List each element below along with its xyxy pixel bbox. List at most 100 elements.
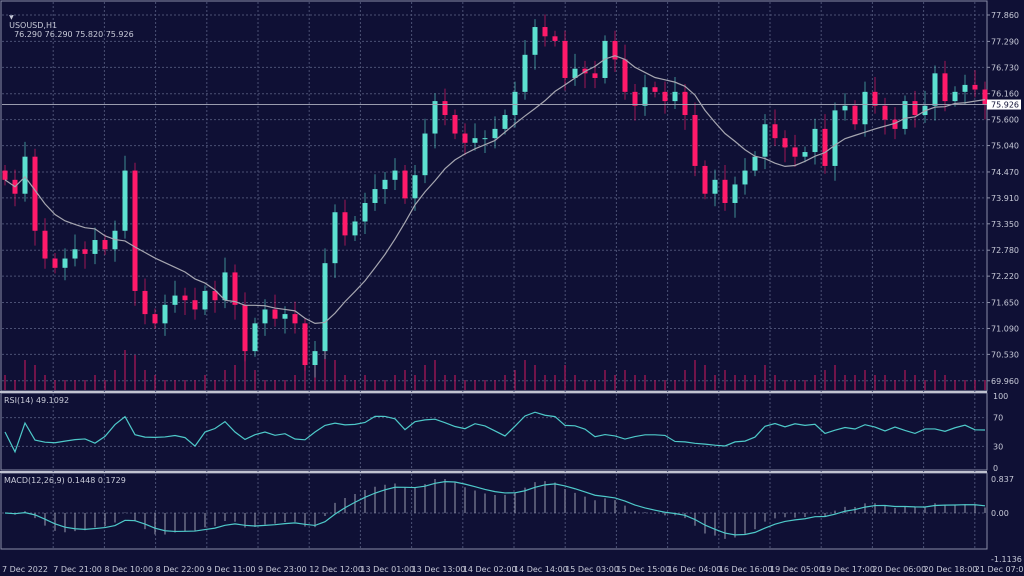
rsi-panel-frame: [0, 392, 988, 471]
candle-bear: [722, 179, 728, 203]
candle-bull: [252, 323, 258, 352]
price-tick-label: 77.290: [991, 37, 1019, 46]
current-price-label: 75.926: [991, 101, 1019, 110]
time-tick-label: 8 Dec 10:00: [104, 565, 153, 574]
candle-bear: [152, 314, 158, 324]
macd-level-label: 0.837: [991, 475, 1014, 484]
candle-bear: [972, 84, 978, 90]
candle-bull: [162, 304, 168, 324]
price-tick-label: 76.160: [991, 90, 1019, 99]
candle-bear: [652, 87, 658, 92]
price-tick-label: 73.350: [991, 220, 1019, 229]
candle-bear: [852, 105, 858, 125]
candle-bull: [412, 175, 418, 199]
price-tick-label: 70.530: [991, 350, 1019, 359]
candle-bull: [262, 309, 268, 324]
candle-bear: [822, 128, 828, 166]
rsi-level-label: 70: [993, 414, 1003, 423]
candle-bear: [32, 156, 38, 231]
candle-bull: [472, 138, 478, 143]
candle-bear: [272, 309, 278, 319]
candle-bear: [292, 314, 298, 324]
candle-bull: [322, 263, 328, 352]
candle-bear: [462, 133, 468, 143]
time-tick-label: 15 Dec 03:00: [565, 565, 619, 574]
time-tick-label: 16 Dec 16:00: [719, 565, 773, 574]
candle-bear: [792, 147, 798, 157]
candle-bear: [982, 89, 988, 105]
candle-bull: [312, 351, 318, 366]
macd-label: MACD(12,26,9) 0.1448 0.1729: [4, 476, 126, 485]
candle-bull: [842, 105, 848, 111]
candle-bull: [522, 54, 528, 92]
candle-bull: [572, 68, 578, 78]
candle-bull: [532, 27, 538, 55]
candle-bear: [142, 290, 148, 315]
candle-bull: [352, 221, 358, 236]
price-tick-label: 77.860: [991, 11, 1019, 20]
candle-bear: [702, 165, 708, 194]
main-panel-frame: [0, 0, 988, 392]
price-tick-label: 74.470: [991, 168, 1019, 177]
triangle-down-icon[interactable]: ▼: [9, 14, 14, 21]
time-tick-label: 20 Dec 06:00: [872, 565, 926, 574]
rsi-level-label: 100: [993, 392, 1008, 401]
candle-bull: [802, 152, 808, 157]
candle-bear: [182, 295, 188, 301]
price-tick-label: 71.650: [991, 299, 1019, 308]
candle-bull: [432, 101, 438, 134]
candle-bear: [692, 115, 698, 166]
candle-bear: [452, 115, 458, 134]
time-tick-label: 9 Dec 23:00: [258, 565, 307, 574]
candle-bull: [952, 91, 958, 102]
time-tick-label: 13 Dec 13:00: [412, 565, 466, 574]
candle-bear: [442, 101, 448, 116]
candle-bull: [72, 249, 78, 259]
candle-bear: [782, 138, 788, 148]
candle-bear: [562, 40, 568, 78]
candle-bear: [592, 73, 598, 78]
candle-bull: [332, 212, 338, 264]
candle-bull: [172, 295, 178, 305]
candle-bull: [362, 202, 368, 222]
time-tick-label: 19 Dec 05:00: [770, 565, 824, 574]
price-tick-label: 76.730: [991, 63, 1019, 72]
candle-bear: [132, 170, 138, 291]
candle-bull: [512, 91, 518, 116]
candle-bull: [492, 128, 498, 139]
candle-bear: [42, 230, 48, 259]
candle-bear: [212, 290, 218, 301]
candle-bull: [92, 240, 98, 254]
candle-bear: [622, 59, 628, 92]
candle-bull: [422, 133, 428, 176]
candle-bull: [752, 156, 758, 171]
time-tick-label: 20 Dec 18:00: [924, 565, 978, 574]
candle-bear: [872, 91, 878, 106]
candle-bear: [892, 119, 898, 129]
current-price-box: [987, 99, 1021, 110]
candle-bull: [812, 128, 818, 153]
candle-bull: [962, 84, 968, 92]
candle-bear: [882, 105, 888, 120]
candle-bull: [732, 184, 738, 203]
candle-bear: [612, 40, 618, 60]
candle-bull: [202, 290, 208, 310]
candle-bull: [282, 314, 288, 319]
candle-bear: [192, 300, 198, 310]
time-tick-label: 16 Dec 04:00: [668, 565, 722, 574]
price-tick-label: 75.600: [991, 116, 1019, 125]
rsi-level-label: 30: [993, 442, 1003, 451]
symbol-label: USOUSD,H1: [9, 21, 58, 30]
candle-bull: [832, 110, 838, 166]
candle-bull: [372, 189, 378, 203]
candle-bear: [2, 170, 8, 180]
candle-bull: [742, 170, 748, 185]
candle-bull: [502, 115, 508, 129]
candle-bull: [482, 138, 488, 140]
candle-bear: [102, 240, 108, 250]
time-tick-label: 7 Dec 2022: [2, 565, 48, 574]
price-tick-label: 69.960: [991, 377, 1019, 386]
candle-bull: [22, 156, 28, 194]
candle-bear: [232, 272, 238, 305]
